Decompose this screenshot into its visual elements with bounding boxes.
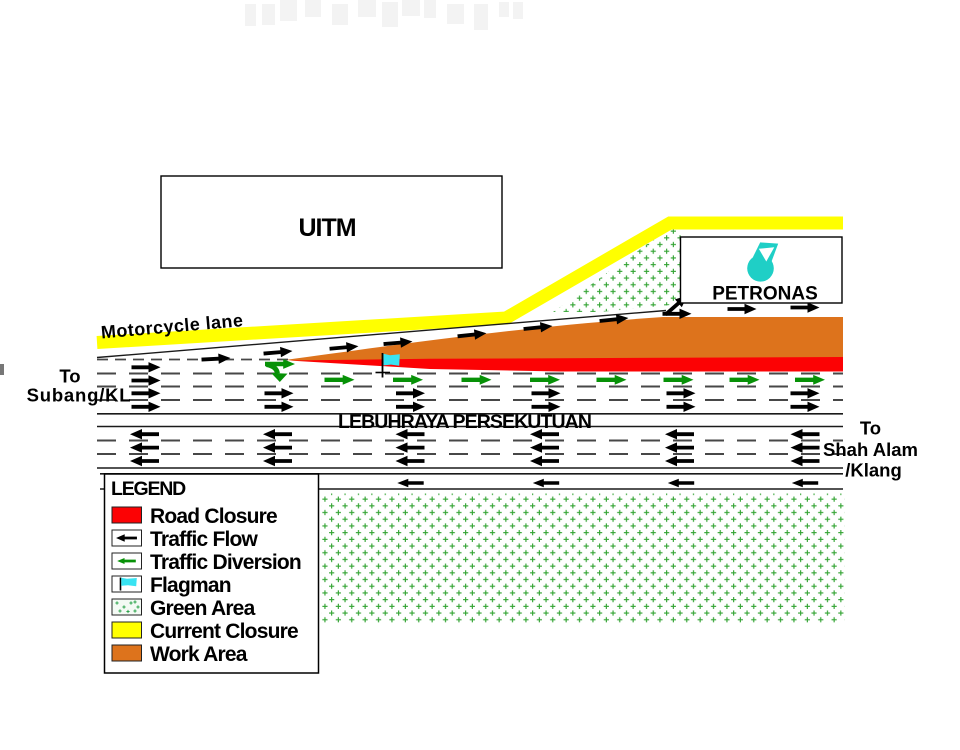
svg-text:Traffic Diversion: Traffic Diversion bbox=[150, 551, 301, 574]
svg-text:To: To bbox=[860, 418, 881, 439]
svg-text:Green Area: Green Area bbox=[150, 597, 256, 620]
svg-text:To: To bbox=[59, 366, 80, 387]
svg-text:LEGEND: LEGEND bbox=[111, 478, 186, 500]
svg-text:Road Closure: Road Closure bbox=[150, 505, 277, 528]
svg-text:Work Area: Work Area bbox=[150, 643, 248, 666]
svg-text:/Klang: /Klang bbox=[845, 460, 902, 481]
svg-text:Traffic Flow: Traffic Flow bbox=[150, 528, 259, 551]
svg-text:Current Closure: Current Closure bbox=[150, 620, 298, 643]
svg-text:PETRONAS: PETRONAS bbox=[712, 284, 818, 305]
svg-text:UITM: UITM bbox=[298, 214, 355, 242]
svg-text:LEBUHRAYA PERSEKUTUAN: LEBUHRAYA PERSEKUTUAN bbox=[338, 411, 591, 433]
svg-text:Shah Alam: Shah Alam bbox=[823, 439, 918, 460]
svg-text:Flagman: Flagman bbox=[150, 574, 231, 597]
svg-text:Subang/KL: Subang/KL bbox=[27, 385, 132, 406]
